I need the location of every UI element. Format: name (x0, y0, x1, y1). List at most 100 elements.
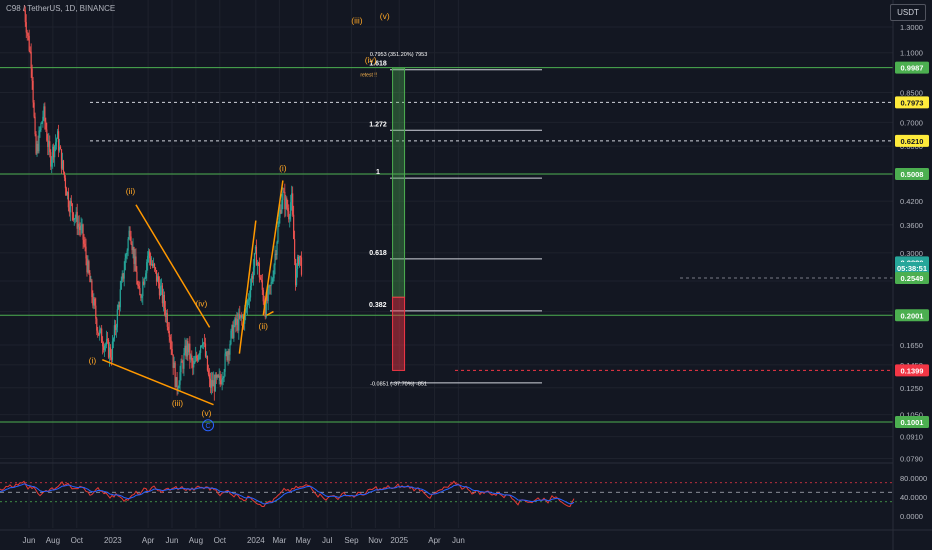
candle-body (124, 258, 126, 270)
currency-button[interactable]: USDT (890, 4, 926, 21)
time-tick-label: 2025 (390, 536, 408, 545)
price-tick-label: 0.1250 (900, 384, 923, 393)
candle-body (37, 143, 39, 152)
candle-body (220, 380, 222, 384)
fibonacci-levels: 1.618 1.272 1 0.618 0.382 (369, 61, 542, 384)
candle-body (268, 285, 270, 288)
candle-body (101, 328, 103, 343)
candle-body (102, 342, 104, 347)
fib-label: 0.382 (369, 302, 387, 309)
candle-body (109, 347, 112, 358)
candle-body (286, 198, 288, 208)
candle-body (202, 342, 205, 344)
retest-label: retest !! (360, 73, 377, 79)
candle-body (71, 203, 73, 213)
candle-body (106, 339, 109, 341)
candle-body (176, 377, 178, 390)
candle-body (222, 378, 224, 380)
candle-body (28, 35, 30, 51)
candle-body (163, 294, 165, 309)
price-badge-label: 0.2001 (901, 311, 924, 320)
candle-body (278, 217, 280, 227)
price-badge-label: 0.2549 (901, 274, 924, 283)
price-badge (895, 261, 929, 274)
trendline (262, 180, 284, 316)
symbol-title[interactable]: C98 / TetherUS, 1D, BINANCE (6, 4, 116, 13)
candle-body (81, 224, 83, 226)
candle-body (259, 277, 261, 280)
candle-body (117, 305, 119, 310)
candle-body (217, 375, 219, 377)
candle-body (65, 188, 68, 196)
candle-body (152, 263, 155, 267)
candle-body (213, 380, 215, 392)
time-tick-label: Jun (23, 536, 36, 545)
candle-body (41, 121, 43, 124)
candle-body (287, 207, 289, 212)
candle-body (233, 325, 235, 338)
candle-body (285, 198, 287, 210)
candle-body (200, 345, 203, 347)
candle-body (183, 353, 185, 369)
time-tick-label: Aug (46, 536, 60, 545)
candle-body (249, 285, 252, 298)
candle-body (295, 258, 297, 286)
candle-body (177, 388, 179, 390)
time-tick-label: Jun (452, 536, 465, 545)
candle-body (215, 374, 217, 378)
candle-body (190, 355, 192, 360)
candle-body (158, 283, 161, 296)
wave-label: (ii) (126, 186, 136, 196)
candle-body (186, 341, 188, 357)
rsi-tick-label: 40.0000 (900, 493, 927, 502)
candle-body (74, 217, 76, 219)
price-tick-label: 0.3000 (900, 249, 923, 258)
price-badge (895, 272, 929, 285)
candle-body (92, 297, 94, 306)
candle-body (292, 193, 294, 215)
candle-body (63, 172, 66, 178)
candle-body (214, 374, 216, 392)
candle-body (46, 129, 48, 141)
candle-body (258, 263, 260, 278)
candle-body (253, 253, 256, 268)
wave-label: (i) (89, 355, 97, 365)
candle-body (276, 242, 278, 256)
rsi-tick-label: 80.0000 (900, 474, 927, 483)
price-badge-label: 0.6210 (901, 137, 924, 146)
candle-body (79, 226, 81, 231)
candle-body (93, 298, 95, 306)
candle-body (83, 239, 85, 244)
candle-body (195, 355, 197, 362)
candle-body (283, 191, 285, 193)
candle-body (159, 286, 162, 296)
price-badge (895, 134, 929, 147)
candle-body (264, 306, 266, 317)
candle-body (98, 332, 100, 336)
candle-body (77, 223, 79, 229)
candle-body (111, 341, 114, 360)
candle-body (134, 256, 136, 264)
candle-body (150, 258, 152, 265)
candle-body (172, 354, 174, 368)
candle-body (119, 289, 121, 308)
candle-body (188, 343, 190, 353)
time-tick-label: Oct (71, 536, 84, 545)
candle-body (291, 193, 293, 203)
candle-body (267, 287, 269, 301)
candle-body (95, 305, 97, 319)
candle-body (104, 344, 107, 346)
price-badge-label: 05:38:51 (897, 264, 927, 273)
candle-body (144, 278, 146, 285)
price-badge-label: 0.1001 (901, 418, 924, 427)
candle-body (239, 314, 241, 318)
candle-body (196, 355, 198, 358)
candle-body (165, 313, 167, 317)
candle-body (118, 305, 120, 308)
candle-body (245, 309, 247, 313)
candle-body (122, 273, 124, 279)
candle-body (187, 341, 189, 353)
candle-body (225, 352, 227, 354)
candle-body (175, 377, 177, 387)
